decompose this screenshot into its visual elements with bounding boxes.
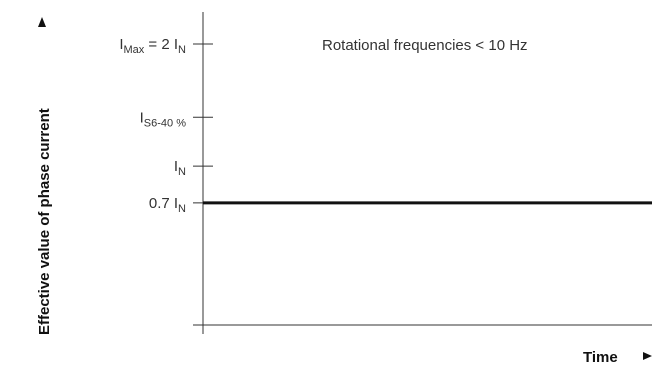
y-axis-title: Effective value of phase current xyxy=(36,108,53,335)
axes xyxy=(193,12,652,334)
y-tick-label: IMax = 2 IN xyxy=(119,36,186,56)
y-ticks: IMax = 2 IN IS6-40 % IN 0.7 IN xyxy=(119,36,213,215)
x-axis-title: Time xyxy=(583,349,618,366)
y-axis-arrow-icon xyxy=(38,17,46,27)
x-axis-arrow-icon xyxy=(643,352,652,360)
annotation-text: Rotational frequencies < 10 Hz xyxy=(322,37,528,54)
y-tick-label: IS6-40 % xyxy=(140,109,187,129)
y-tick-label: IN xyxy=(174,158,186,178)
y-tick-label: 0.7 IN xyxy=(149,195,186,215)
